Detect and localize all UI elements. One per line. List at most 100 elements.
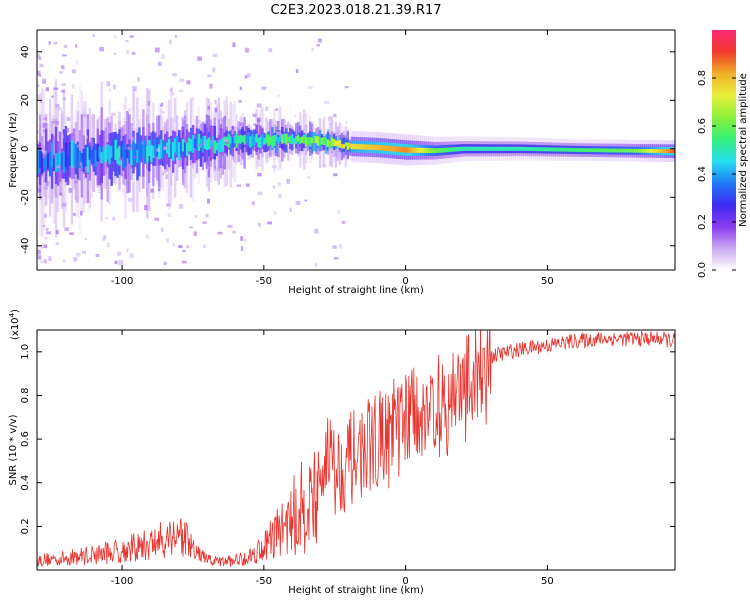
heatmap-cell <box>559 147 562 152</box>
heatmap-cell <box>299 137 302 144</box>
heatmap-cell <box>114 139 117 161</box>
heatmap-cell <box>660 149 663 153</box>
heatmap-cell <box>322 137 326 146</box>
heatmap-cell <box>193 231 197 237</box>
heatmap-cell <box>39 260 43 263</box>
heatmap-cell <box>576 148 580 152</box>
heatmap-cell <box>116 148 119 164</box>
spectrogram-panel: -100 -50 0 50 -40 -20 0 20 40 Height of straigh… <box>8 29 676 296</box>
heatmap-cell <box>307 176 310 179</box>
heatmap-cell <box>561 147 564 152</box>
heatmap-cell <box>102 238 106 242</box>
heatmap-cell <box>457 146 461 152</box>
heatmap-cell <box>186 80 191 85</box>
heatmap-cell <box>360 144 363 150</box>
heatmap-cell <box>53 87 59 90</box>
heatmap-cell <box>314 229 319 234</box>
heatmap-cell <box>195 134 199 151</box>
heatmap-cell <box>51 118 54 122</box>
heatmap-cell <box>217 231 223 235</box>
heatmap-cell <box>84 144 88 170</box>
heatmap-cell <box>618 148 621 153</box>
heatmap-cell <box>179 78 185 82</box>
heatmap-cell <box>574 148 578 152</box>
heatmap-cell <box>376 144 379 151</box>
heatmap-cell <box>586 148 590 153</box>
heatmap-cell <box>424 147 427 153</box>
heatmap-cell <box>190 97 193 102</box>
heatmap-cell <box>644 148 647 153</box>
heatmap-cell <box>449 147 453 152</box>
heatmap-cell <box>529 147 532 151</box>
heatmap-cell <box>330 137 334 146</box>
heatmap-cell <box>632 148 635 153</box>
heatmap-cell <box>271 135 274 149</box>
heatmap-cell <box>392 146 395 152</box>
heatmap-cell <box>245 47 249 53</box>
heatmap-cell <box>610 148 614 153</box>
heatmap-cell <box>511 146 514 151</box>
heatmap-cell <box>239 86 243 91</box>
heatmap-cell <box>287 136 290 142</box>
heatmap-cell <box>241 135 244 143</box>
heatmap-cell <box>172 242 176 247</box>
heatmap-cell <box>269 136 272 145</box>
heatmap-cell <box>178 204 184 209</box>
heatmap-cell <box>127 146 131 150</box>
heatmap-cell <box>513 146 516 151</box>
heatmap-cell <box>128 144 131 162</box>
heatmap-cell <box>74 180 78 184</box>
heatmap-cell <box>88 141 92 181</box>
heatmap-cell <box>240 236 244 241</box>
heatmap-cell <box>467 146 471 151</box>
heatmap-cell <box>39 100 42 104</box>
heatmap-cell <box>61 90 66 93</box>
heatmap-cell <box>128 108 132 112</box>
heatmap-cell <box>318 137 322 146</box>
heatmap-cell <box>71 84 75 89</box>
heatmap-cell <box>167 213 172 217</box>
heatmap-cell <box>276 131 282 136</box>
heatmap-cell <box>71 69 76 74</box>
heatmap-cell <box>277 136 280 145</box>
heatmap-cell <box>306 137 310 145</box>
heatmap-cell <box>45 181 49 187</box>
heatmap-cell <box>275 130 278 154</box>
heatmap-cell <box>79 162 83 166</box>
heatmap-cell <box>140 145 143 158</box>
y-tick-label: 0.4 <box>20 475 31 491</box>
y-tick-label: -40 <box>20 238 31 254</box>
heatmap-cell <box>527 146 530 151</box>
heatmap-cell <box>159 104 163 108</box>
heatmap-cell <box>336 140 340 146</box>
heatmap-cell <box>110 132 113 187</box>
heatmap-cell <box>136 149 139 163</box>
snr-y-ticks: 0.2 0.4 0.6 0.8 1.0 <box>20 344 675 534</box>
heatmap-cell <box>273 210 277 215</box>
heatmap-cell <box>189 139 193 152</box>
heatmap-cell <box>112 217 116 221</box>
heatmap-cell <box>196 120 201 124</box>
heatmap-cell <box>183 142 187 158</box>
heatmap-cell <box>206 166 212 170</box>
heatmap-cell <box>207 106 210 110</box>
heatmap-cell <box>52 154 56 160</box>
heatmap-cell <box>416 147 419 153</box>
heatmap-cell <box>84 238 87 241</box>
heatmap-cell <box>96 143 99 162</box>
heatmap-cell <box>182 249 186 252</box>
heatmap-cell <box>57 107 62 111</box>
heatmap-cell <box>317 38 322 43</box>
heatmap-cell <box>42 150 47 156</box>
heatmap-cell <box>70 140 74 168</box>
heatmap-cell <box>203 244 206 249</box>
colorbar-tick-label: 0.8 <box>697 70 708 86</box>
y-tick-label: 0 <box>20 146 31 152</box>
heatmap-cell <box>236 184 242 187</box>
heatmap-cell <box>257 172 262 177</box>
x-tick-label: 0 <box>402 576 408 587</box>
heatmap-cell <box>338 140 342 148</box>
heatmap-cell <box>181 260 187 264</box>
heatmap-cell <box>209 83 213 89</box>
